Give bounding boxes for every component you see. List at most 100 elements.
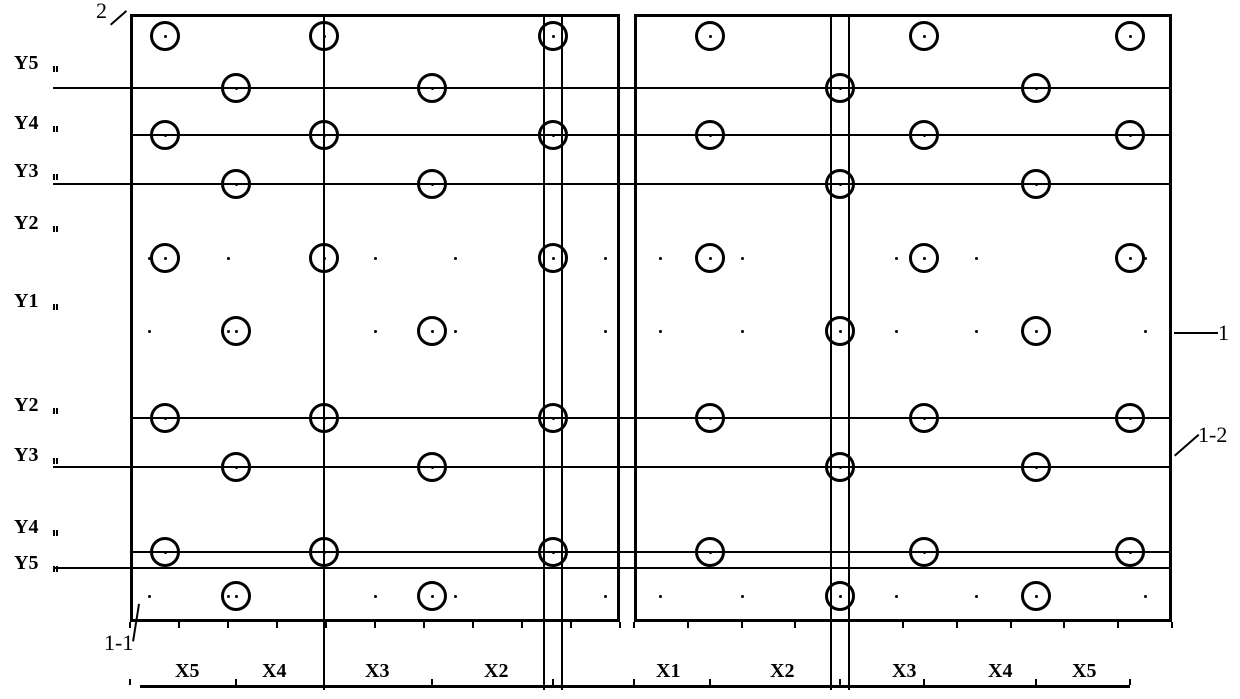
x-base-tick-1 xyxy=(235,679,237,685)
ref-dot xyxy=(975,595,978,598)
panel-tick xyxy=(227,622,229,628)
ref-dot xyxy=(659,257,662,260)
circle-center-23 xyxy=(709,257,712,260)
panel-tick xyxy=(570,622,572,628)
y-label-3: Y2 xyxy=(14,212,38,235)
circle-center-7 xyxy=(431,87,434,90)
panel-tick xyxy=(276,622,278,628)
circle-center-24 xyxy=(923,257,926,260)
ref-dot xyxy=(227,257,230,260)
y-tick-1 xyxy=(53,126,55,132)
x-base-tick-2 xyxy=(323,679,325,685)
ref-dot xyxy=(741,595,744,598)
x-base-tick-10 xyxy=(1129,679,1131,685)
circle-center-26 xyxy=(235,330,238,333)
vline-2 xyxy=(561,14,563,690)
circle-center-43 xyxy=(709,551,712,554)
circle-center-46 xyxy=(235,595,238,598)
x-label-4: X1 xyxy=(656,660,680,683)
x-base-tick-8 xyxy=(923,679,925,685)
y-tick-2 xyxy=(56,174,58,180)
x-base-tick-3 xyxy=(431,679,433,685)
panel-tick xyxy=(423,622,425,628)
circle-center-10 xyxy=(164,134,167,137)
y-label-2: Y3 xyxy=(14,160,38,183)
panel-tick xyxy=(178,622,180,628)
y-tick-6 xyxy=(56,458,58,464)
diagram-stage: Y5Y4Y3Y2Y1Y2Y3Y4Y5X5X4X3X2X1X2X3X4X5211-… xyxy=(0,0,1240,699)
ref-dot xyxy=(1144,330,1147,333)
panel-tick xyxy=(633,622,635,628)
circle-center-6 xyxy=(235,87,238,90)
ref-dot xyxy=(975,257,978,260)
panel-tick xyxy=(1171,622,1173,628)
circle-center-44 xyxy=(923,551,926,554)
ref-dot xyxy=(895,257,898,260)
y-tick-3 xyxy=(53,226,55,232)
y-tick-1 xyxy=(56,126,58,132)
y-tick-7 xyxy=(53,530,55,536)
circle-center-29 xyxy=(1035,330,1038,333)
circle-center-8 xyxy=(839,87,842,90)
panel-tick xyxy=(129,622,131,628)
x-label-3: X2 xyxy=(484,660,508,683)
circle-center-27 xyxy=(431,330,434,333)
vline-1 xyxy=(543,14,545,690)
ref-dot xyxy=(895,330,898,333)
y-label-5: Y2 xyxy=(14,394,38,417)
ref-dot xyxy=(895,595,898,598)
ref-dot xyxy=(604,595,607,598)
panel-tick xyxy=(1117,622,1119,628)
y-label-4: Y1 xyxy=(14,290,38,313)
leader-c2 xyxy=(110,10,127,25)
circle-center-47 xyxy=(431,595,434,598)
circle-center-21 xyxy=(323,257,326,260)
circle-center-17 xyxy=(431,183,434,186)
circle-center-45 xyxy=(1129,551,1132,554)
callout-c2: 2 xyxy=(96,0,107,24)
ref-dot xyxy=(741,257,744,260)
ref-dot xyxy=(454,330,457,333)
circle-center-22 xyxy=(552,257,555,260)
panel-tick xyxy=(794,622,796,628)
y-tick-3 xyxy=(56,226,58,232)
ref-dot xyxy=(374,257,377,260)
hline-1 xyxy=(130,134,1172,136)
circle-center-18 xyxy=(839,183,842,186)
hline-6 xyxy=(53,567,1172,569)
circle-center-36 xyxy=(235,466,238,469)
y-tick-0 xyxy=(53,66,55,72)
panel-tick xyxy=(1063,622,1065,628)
circle-center-34 xyxy=(923,417,926,420)
panel-tick xyxy=(902,622,904,628)
y-label-0: Y5 xyxy=(14,52,38,75)
ref-dot xyxy=(374,330,377,333)
ref-dot xyxy=(741,330,744,333)
circle-center-14 xyxy=(923,134,926,137)
ref-dot xyxy=(604,257,607,260)
ref-dot xyxy=(454,257,457,260)
y-tick-4 xyxy=(53,304,55,310)
ref-dot xyxy=(148,330,151,333)
panel-1-1 xyxy=(130,14,620,622)
circle-center-41 xyxy=(323,551,326,554)
circle-center-25 xyxy=(1129,257,1132,260)
y-label-8: Y5 xyxy=(14,552,38,575)
callout-c11: 1-1 xyxy=(104,630,133,656)
y-tick-7 xyxy=(56,530,58,536)
x-base-tick-9 xyxy=(1035,679,1037,685)
leader-c1 xyxy=(1174,332,1218,334)
x-base-tick-0 xyxy=(129,679,131,685)
circle-center-32 xyxy=(552,417,555,420)
ref-dot xyxy=(148,595,151,598)
callout-c12: 1-2 xyxy=(1198,422,1227,448)
circle-center-12 xyxy=(552,134,555,137)
y-label-7: Y4 xyxy=(14,516,38,539)
circle-center-19 xyxy=(1035,183,1038,186)
circle-center-49 xyxy=(1035,595,1038,598)
panel-tick xyxy=(741,622,743,628)
circle-center-16 xyxy=(235,183,238,186)
y-label-6: Y3 xyxy=(14,444,38,467)
circle-center-4 xyxy=(923,35,926,38)
ref-dot xyxy=(454,595,457,598)
